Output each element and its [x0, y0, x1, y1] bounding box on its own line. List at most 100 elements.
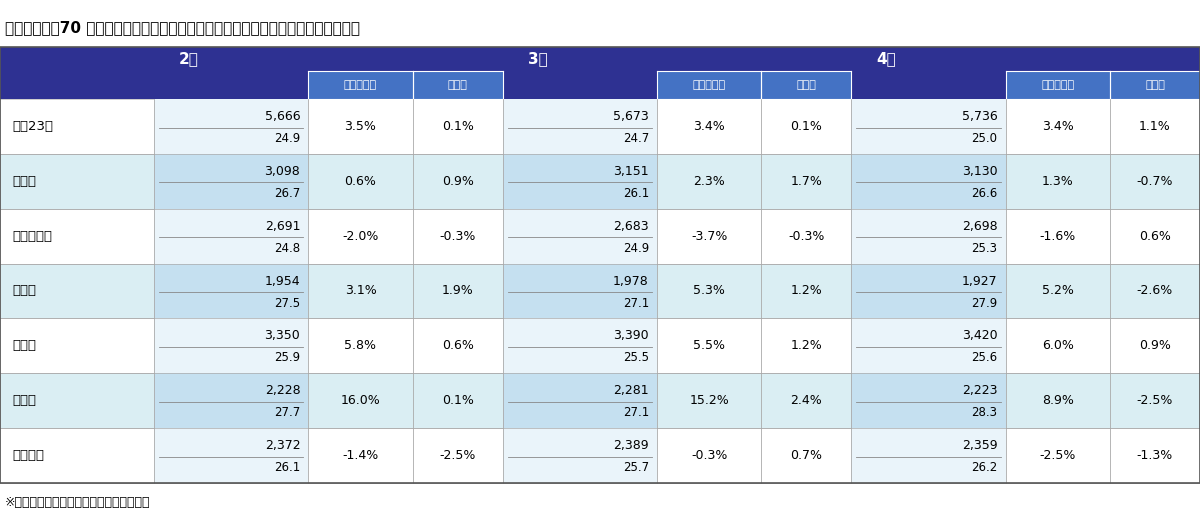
Text: 2.4%: 2.4% [791, 394, 822, 407]
Text: 27.1: 27.1 [623, 296, 649, 309]
Bar [851, 318, 1006, 373]
Text: 1,927: 1,927 [962, 275, 997, 288]
Text: 3,151: 3,151 [613, 165, 649, 178]
Text: 24.7: 24.7 [623, 132, 649, 145]
Bar [851, 209, 1006, 264]
Text: 0.9%: 0.9% [442, 175, 474, 188]
Text: 25.6: 25.6 [972, 352, 997, 364]
Text: 25.7: 25.7 [623, 461, 649, 474]
Bar [851, 71, 1006, 99]
Text: 1.3%: 1.3% [1042, 175, 1074, 188]
Text: 3,350: 3,350 [264, 329, 300, 342]
Text: 前年同月比: 前年同月比 [1042, 80, 1074, 90]
Text: 2,372: 2,372 [265, 439, 300, 452]
Text: 5,736: 5,736 [961, 110, 997, 123]
Bar [154, 71, 308, 99]
Text: -0.3%: -0.3% [788, 230, 824, 243]
Text: 5,666: 5,666 [265, 110, 300, 123]
Text: -1.3%: -1.3% [1136, 449, 1174, 462]
Text: 24.9: 24.9 [274, 132, 300, 145]
Text: 前年同月比: 前年同月比 [344, 80, 377, 90]
Text: 主要都市別　70 ㎡あたりの中古マンション価格　（図中の数値は１・７月の価格）: 主要都市別 70 ㎡あたりの中古マンション価格 （図中の数値は１・７月の価格） [5, 20, 360, 35]
Bar [851, 99, 1006, 154]
Text: 3.1%: 3.1% [344, 284, 377, 297]
Bar [503, 428, 656, 483]
Text: -0.7%: -0.7% [1136, 175, 1174, 188]
Text: 25.5: 25.5 [623, 352, 649, 364]
Text: 6.0%: 6.0% [1042, 339, 1074, 352]
Bar [154, 99, 308, 154]
Text: -2.5%: -2.5% [1039, 449, 1076, 462]
Bar [851, 428, 1006, 483]
Text: 0.6%: 0.6% [1139, 230, 1171, 243]
Bar [308, 71, 413, 99]
Text: 5.5%: 5.5% [694, 339, 725, 352]
Text: 27.7: 27.7 [274, 406, 300, 419]
Bar [0, 47, 154, 99]
Bar [1110, 71, 1200, 99]
Bar [154, 209, 308, 264]
Text: 27.5: 27.5 [274, 296, 300, 309]
Text: 0.1%: 0.1% [442, 120, 474, 133]
Bar [503, 209, 656, 264]
Text: 4月: 4月 [876, 52, 896, 67]
Text: 28.3: 28.3 [972, 406, 997, 419]
Text: 3,130: 3,130 [962, 165, 997, 178]
Text: -0.3%: -0.3% [691, 449, 727, 462]
Text: -2.5%: -2.5% [1136, 394, 1174, 407]
Bar [503, 318, 656, 373]
Text: 2,223: 2,223 [962, 384, 997, 398]
Text: -0.3%: -0.3% [439, 230, 476, 243]
Text: 2,359: 2,359 [962, 439, 997, 452]
Text: 3月: 3月 [528, 52, 547, 67]
Bar [656, 71, 761, 99]
Text: 5.2%: 5.2% [1042, 284, 1074, 297]
Bar [154, 264, 308, 318]
Text: 0.1%: 0.1% [442, 394, 474, 407]
Bar [503, 99, 656, 154]
Text: 大阪市: 大阪市 [12, 339, 36, 352]
Text: 1.9%: 1.9% [442, 284, 474, 297]
Bar [0, 47, 1200, 483]
Text: 名古屋市: 名古屋市 [12, 449, 44, 462]
Text: 27.1: 27.1 [623, 406, 649, 419]
Text: 前月比: 前月比 [1145, 80, 1165, 90]
Text: 26.1: 26.1 [623, 187, 649, 200]
Bar [0, 209, 1200, 264]
Text: 26.6: 26.6 [971, 187, 997, 200]
Text: 5.3%: 5.3% [694, 284, 725, 297]
Text: 1.2%: 1.2% [791, 339, 822, 352]
Bar [0, 264, 1200, 318]
Text: 5,673: 5,673 [613, 110, 649, 123]
Bar [503, 154, 656, 209]
Text: 3.4%: 3.4% [1042, 120, 1074, 133]
Bar [154, 154, 308, 209]
Text: 0.1%: 0.1% [791, 120, 822, 133]
Text: 3,420: 3,420 [962, 329, 997, 342]
Bar [851, 154, 1006, 209]
Text: 24.9: 24.9 [623, 242, 649, 255]
Bar [851, 264, 1006, 318]
Bar [503, 373, 656, 428]
Text: 1,978: 1,978 [613, 275, 649, 288]
Bar [413, 71, 503, 99]
Text: 1,954: 1,954 [265, 275, 300, 288]
Text: 2,698: 2,698 [962, 220, 997, 233]
Text: 3.5%: 3.5% [344, 120, 377, 133]
Text: -2.0%: -2.0% [342, 230, 379, 243]
Text: 8.9%: 8.9% [1042, 394, 1074, 407]
Text: 3,390: 3,390 [613, 329, 649, 342]
Bar [154, 318, 308, 373]
Text: 2月: 2月 [179, 52, 199, 67]
Text: 2,281: 2,281 [613, 384, 649, 398]
Text: 3,098: 3,098 [264, 165, 300, 178]
Text: 25.0: 25.0 [972, 132, 997, 145]
Bar [154, 373, 308, 428]
Text: 2,389: 2,389 [613, 439, 649, 452]
Text: 前月比: 前月比 [797, 80, 816, 90]
Text: 27.9: 27.9 [971, 296, 997, 309]
Text: 1.2%: 1.2% [791, 284, 822, 297]
Text: 2.3%: 2.3% [694, 175, 725, 188]
Text: 千葉市: 千葉市 [12, 284, 36, 297]
Text: 2,228: 2,228 [265, 384, 300, 398]
